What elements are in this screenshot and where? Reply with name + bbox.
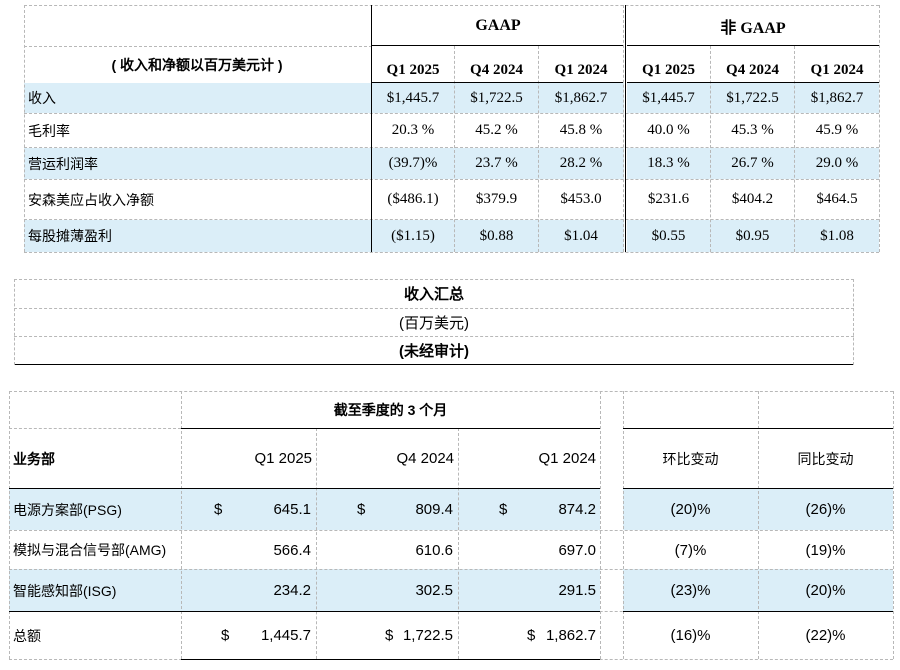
metric-value: $0.55 <box>651 227 686 244</box>
segment-value: 291.5 <box>558 582 596 599</box>
row-bg <box>373 83 624 113</box>
metric-value: 18.3 % <box>647 155 690 171</box>
metric-label: 每股摊薄盈利 <box>28 228 112 244</box>
metric-value: $464.5 <box>816 191 858 207</box>
row-bg <box>9 489 600 530</box>
summary-table: GAAP 非 GAAP ( 收入和净额以百万美元计 ) Q1 2025 Q4 2… <box>0 0 900 256</box>
segment-value: 1,445.7 <box>260 627 311 644</box>
metric-value: $1,722.5 <box>726 89 779 106</box>
segment-column-header: 业务部 <box>13 450 55 467</box>
metric-value: 20.3 % <box>391 122 435 138</box>
row-bg <box>627 148 879 179</box>
metric-value: 28.2 % <box>559 155 603 171</box>
period-header: Q1 2025 <box>642 61 695 78</box>
segment-label: 电源方案部(PSG) <box>13 501 122 518</box>
currency-symbol: $ <box>214 501 223 518</box>
currency-symbol: $ <box>221 627 230 644</box>
revenue-summary-title: 收入汇总 <box>403 286 464 303</box>
currency-symbol: $ <box>499 501 508 518</box>
unit-label: ( 收入和净额以百万美元计 ) <box>111 57 283 73</box>
period-header: Q1 2025 <box>386 61 440 78</box>
segment-value: 566.4 <box>273 541 311 559</box>
qoq-change: (23)% <box>670 582 711 599</box>
metric-value: $0.88 <box>479 227 514 244</box>
metric-value: ($486.1) <box>387 191 439 207</box>
row-bg <box>24 83 379 113</box>
row-bg <box>24 220 379 252</box>
period-header: Q1 2024 <box>538 450 596 467</box>
period-header: Q4 2024 <box>726 61 779 78</box>
yoy-header: 同比变动 <box>797 450 854 467</box>
period-header: Q1 2024 <box>810 61 864 78</box>
segment-value: 809.4 <box>415 501 453 518</box>
segment-value: 610.6 <box>415 541 453 559</box>
yoy-change: (20)% <box>805 582 846 599</box>
metric-value: $0.95 <box>735 227 770 244</box>
currency-symbol: $ <box>385 627 394 644</box>
metric-value: $1.08 <box>820 227 854 244</box>
segment-value: 1,722.5 <box>402 627 453 644</box>
segment-value: 697.0 <box>558 541 596 559</box>
metric-label: 毛利率 <box>28 122 70 139</box>
metric-value: $379.9 <box>475 191 518 207</box>
currency-symbol: $ <box>357 501 366 518</box>
qoq-header: 环比变动 <box>662 450 719 467</box>
metric-value: 45.8 % <box>559 122 603 138</box>
period-header: Q1 2025 <box>254 450 312 467</box>
metric-value: (39.7)% <box>388 155 438 171</box>
metric-value: $1,722.5 <box>470 89 523 106</box>
revenue-summary-title-block: 收入汇总 (百万美元) (未经审计) <box>14 279 854 366</box>
metric-value: $453.0 <box>560 191 602 207</box>
segment-value: 874.2 <box>558 501 596 518</box>
row-bg <box>9 569 600 611</box>
metric-value: ($1.15) <box>391 227 435 244</box>
qoq-change: (16)% <box>670 627 711 644</box>
period-header: Q1 2024 <box>554 61 608 78</box>
qoq-change: (7)% <box>674 541 707 559</box>
revenue-summary-unit: (百万美元) <box>399 314 469 332</box>
period-header: Q4 2024 <box>396 450 454 467</box>
metric-value: 45.2 % <box>475 122 518 138</box>
row-bg <box>373 148 624 179</box>
segment-value: 645.1 <box>273 501 311 518</box>
yoy-change: (19)% <box>805 541 846 559</box>
metric-label: 安森美应占收入净额 <box>28 191 154 208</box>
row-bg <box>24 148 379 179</box>
metric-value: 29.0 % <box>815 155 859 171</box>
metric-value: 40.0 % <box>647 122 690 138</box>
segment-label: 总额 <box>13 627 41 644</box>
row-bg <box>627 220 879 252</box>
metric-value: $404.2 <box>731 191 774 207</box>
yoy-change: (22)% <box>805 627 846 644</box>
row-bg <box>627 83 879 113</box>
currency-symbol: $ <box>527 627 536 644</box>
metric-value: $1,862.7 <box>554 89 608 106</box>
metric-value: 45.9 % <box>815 122 859 138</box>
segment-value: 302.5 <box>415 582 453 599</box>
yoy-change: (26)% <box>805 501 846 518</box>
gaap-header: GAAP <box>475 17 521 34</box>
period-group-header: 截至季度的 3 个月 <box>333 402 448 418</box>
segment-value: 1,862.7 <box>545 627 596 644</box>
metric-label: 收入 <box>28 90 56 106</box>
row-bg <box>373 220 624 252</box>
non-gaap-header: 非 GAAP <box>720 20 786 37</box>
metric-value: $1,445.7 <box>642 89 695 106</box>
metric-value: 45.3 % <box>731 122 774 138</box>
metric-value: $1.04 <box>564 227 598 244</box>
segment-label: 智能感知部(ISG) <box>13 582 117 599</box>
metric-value: 26.7 % <box>731 155 774 171</box>
metric-value: $231.6 <box>647 191 690 207</box>
metric-value: $1,445.7 <box>386 89 440 106</box>
period-header: Q4 2024 <box>470 61 523 78</box>
metric-label: 营运利润率 <box>28 155 98 172</box>
qoq-change: (20)% <box>670 501 711 518</box>
segment-value: 234.2 <box>273 582 311 599</box>
segment-label: 模拟与混合信号部(AMG) <box>13 542 167 558</box>
metric-value: 23.7 % <box>475 155 518 171</box>
revenue-summary-note: (未经审计) <box>399 342 469 360</box>
metric-value: $1,862.7 <box>810 89 864 106</box>
